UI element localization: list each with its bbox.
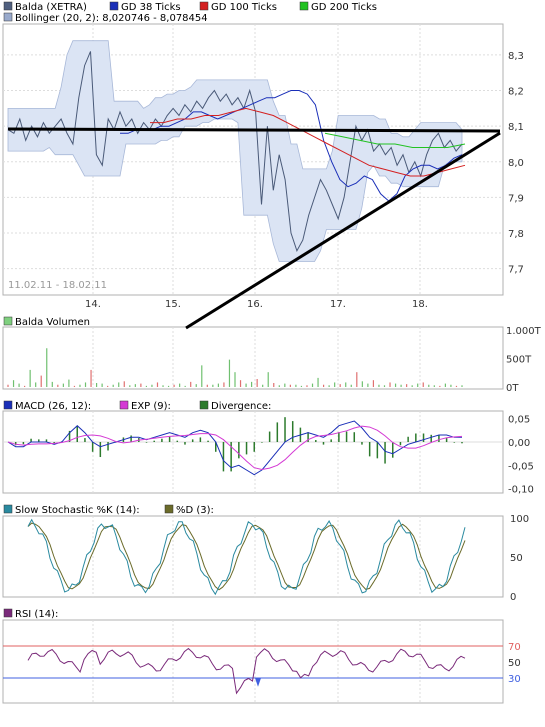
rsi-y-tick-label: 70 <box>508 642 521 653</box>
price-y-tick-label: 7,9 <box>508 193 524 204</box>
legend-swatch <box>3 316 13 326</box>
legend-swatch <box>3 504 13 514</box>
legend-label: Divergence: <box>211 401 271 412</box>
legend-label: MACD (26, 12): <box>15 401 91 412</box>
stochastic-y-tick-label: 100 <box>510 514 529 525</box>
macd-panel-frame <box>2 410 504 494</box>
bollinger-band <box>7 40 463 262</box>
price-y-tick-label: 8,1 <box>508 122 524 133</box>
macd-y-tick-label: -0,10 <box>508 485 534 496</box>
legend-label: Balda Volumen <box>15 317 90 328</box>
macd-line <box>7 420 462 476</box>
price-y-tick-label: 7,8 <box>508 229 524 240</box>
stochastic-y-tick-label: 0 <box>510 592 516 603</box>
support-trendline <box>185 131 501 330</box>
legend-swatch <box>3 608 13 618</box>
rsi-oversold-fill <box>255 678 261 687</box>
rsi-y-tick-label: 30 <box>508 674 521 685</box>
macd-y-tick-label: 0,00 <box>508 438 530 449</box>
legend-label: EXP (9): <box>131 401 171 412</box>
gd100-line <box>150 107 466 177</box>
legend-swatch <box>109 1 119 11</box>
price-y-tick-label: 8,3 <box>508 51 524 62</box>
legend-label: %D (3): <box>176 505 214 516</box>
legend-swatch <box>3 12 13 22</box>
gd200-line <box>324 132 466 148</box>
price-line <box>7 51 463 253</box>
price-x-tick-label: 18. <box>412 299 428 310</box>
gd38-line <box>120 90 463 202</box>
legend-label: Bollinger (20, 2): 8,020746 - 8,078454 <box>15 13 208 24</box>
legend-swatch <box>3 400 13 410</box>
price-x-tick-label: 15. <box>165 299 181 310</box>
price-y-tick-label: 8,0 <box>508 158 524 169</box>
price-y-tick-label: 7,7 <box>508 265 524 276</box>
legend-swatch <box>164 504 174 514</box>
stochastic-d-line <box>27 522 466 591</box>
price-x-tick-label: 14. <box>85 299 101 310</box>
resistance-trendline <box>7 127 501 133</box>
rsi-y-tick-label: 50 <box>508 658 521 669</box>
macd-exp-line <box>7 425 463 471</box>
macd-y-tick-label: 0,05 <box>508 415 530 426</box>
macd-y-tick-label: -0,05 <box>508 461 534 472</box>
volume-y-tick-label: 1.000T <box>506 326 542 337</box>
legend-label: GD 38 Ticks <box>121 2 181 13</box>
rsi-panel-frame <box>2 619 504 704</box>
volume-panel-frame <box>2 326 504 390</box>
price-y-tick-label: 8,2 <box>508 87 524 98</box>
legend-swatch <box>199 400 209 410</box>
volume-y-tick-label: 500T <box>506 355 532 366</box>
legend-label: GD 100 Ticks <box>211 2 277 13</box>
legend-swatch <box>299 1 309 11</box>
rsi-line <box>27 647 466 695</box>
stochastic-k-line <box>27 518 466 596</box>
date-range-label: 11.02.11 - 18.02.11 <box>8 280 107 291</box>
volume-y-tick-label: 0T <box>506 383 519 394</box>
legend-label: RSI (14): <box>15 609 58 620</box>
legend-label: Slow Stochastic %K (14): <box>15 505 140 516</box>
price-x-tick-label: 16. <box>247 299 263 310</box>
legend-label: Balda (XETRA) <box>15 2 87 13</box>
stochastic-y-tick-label: 50 <box>510 553 523 564</box>
legend-swatch <box>119 400 129 410</box>
legend-swatch <box>3 1 13 11</box>
legend-label: GD 200 Ticks <box>311 2 377 13</box>
price-x-tick-label: 17. <box>330 299 346 310</box>
legend-swatch <box>199 1 209 11</box>
